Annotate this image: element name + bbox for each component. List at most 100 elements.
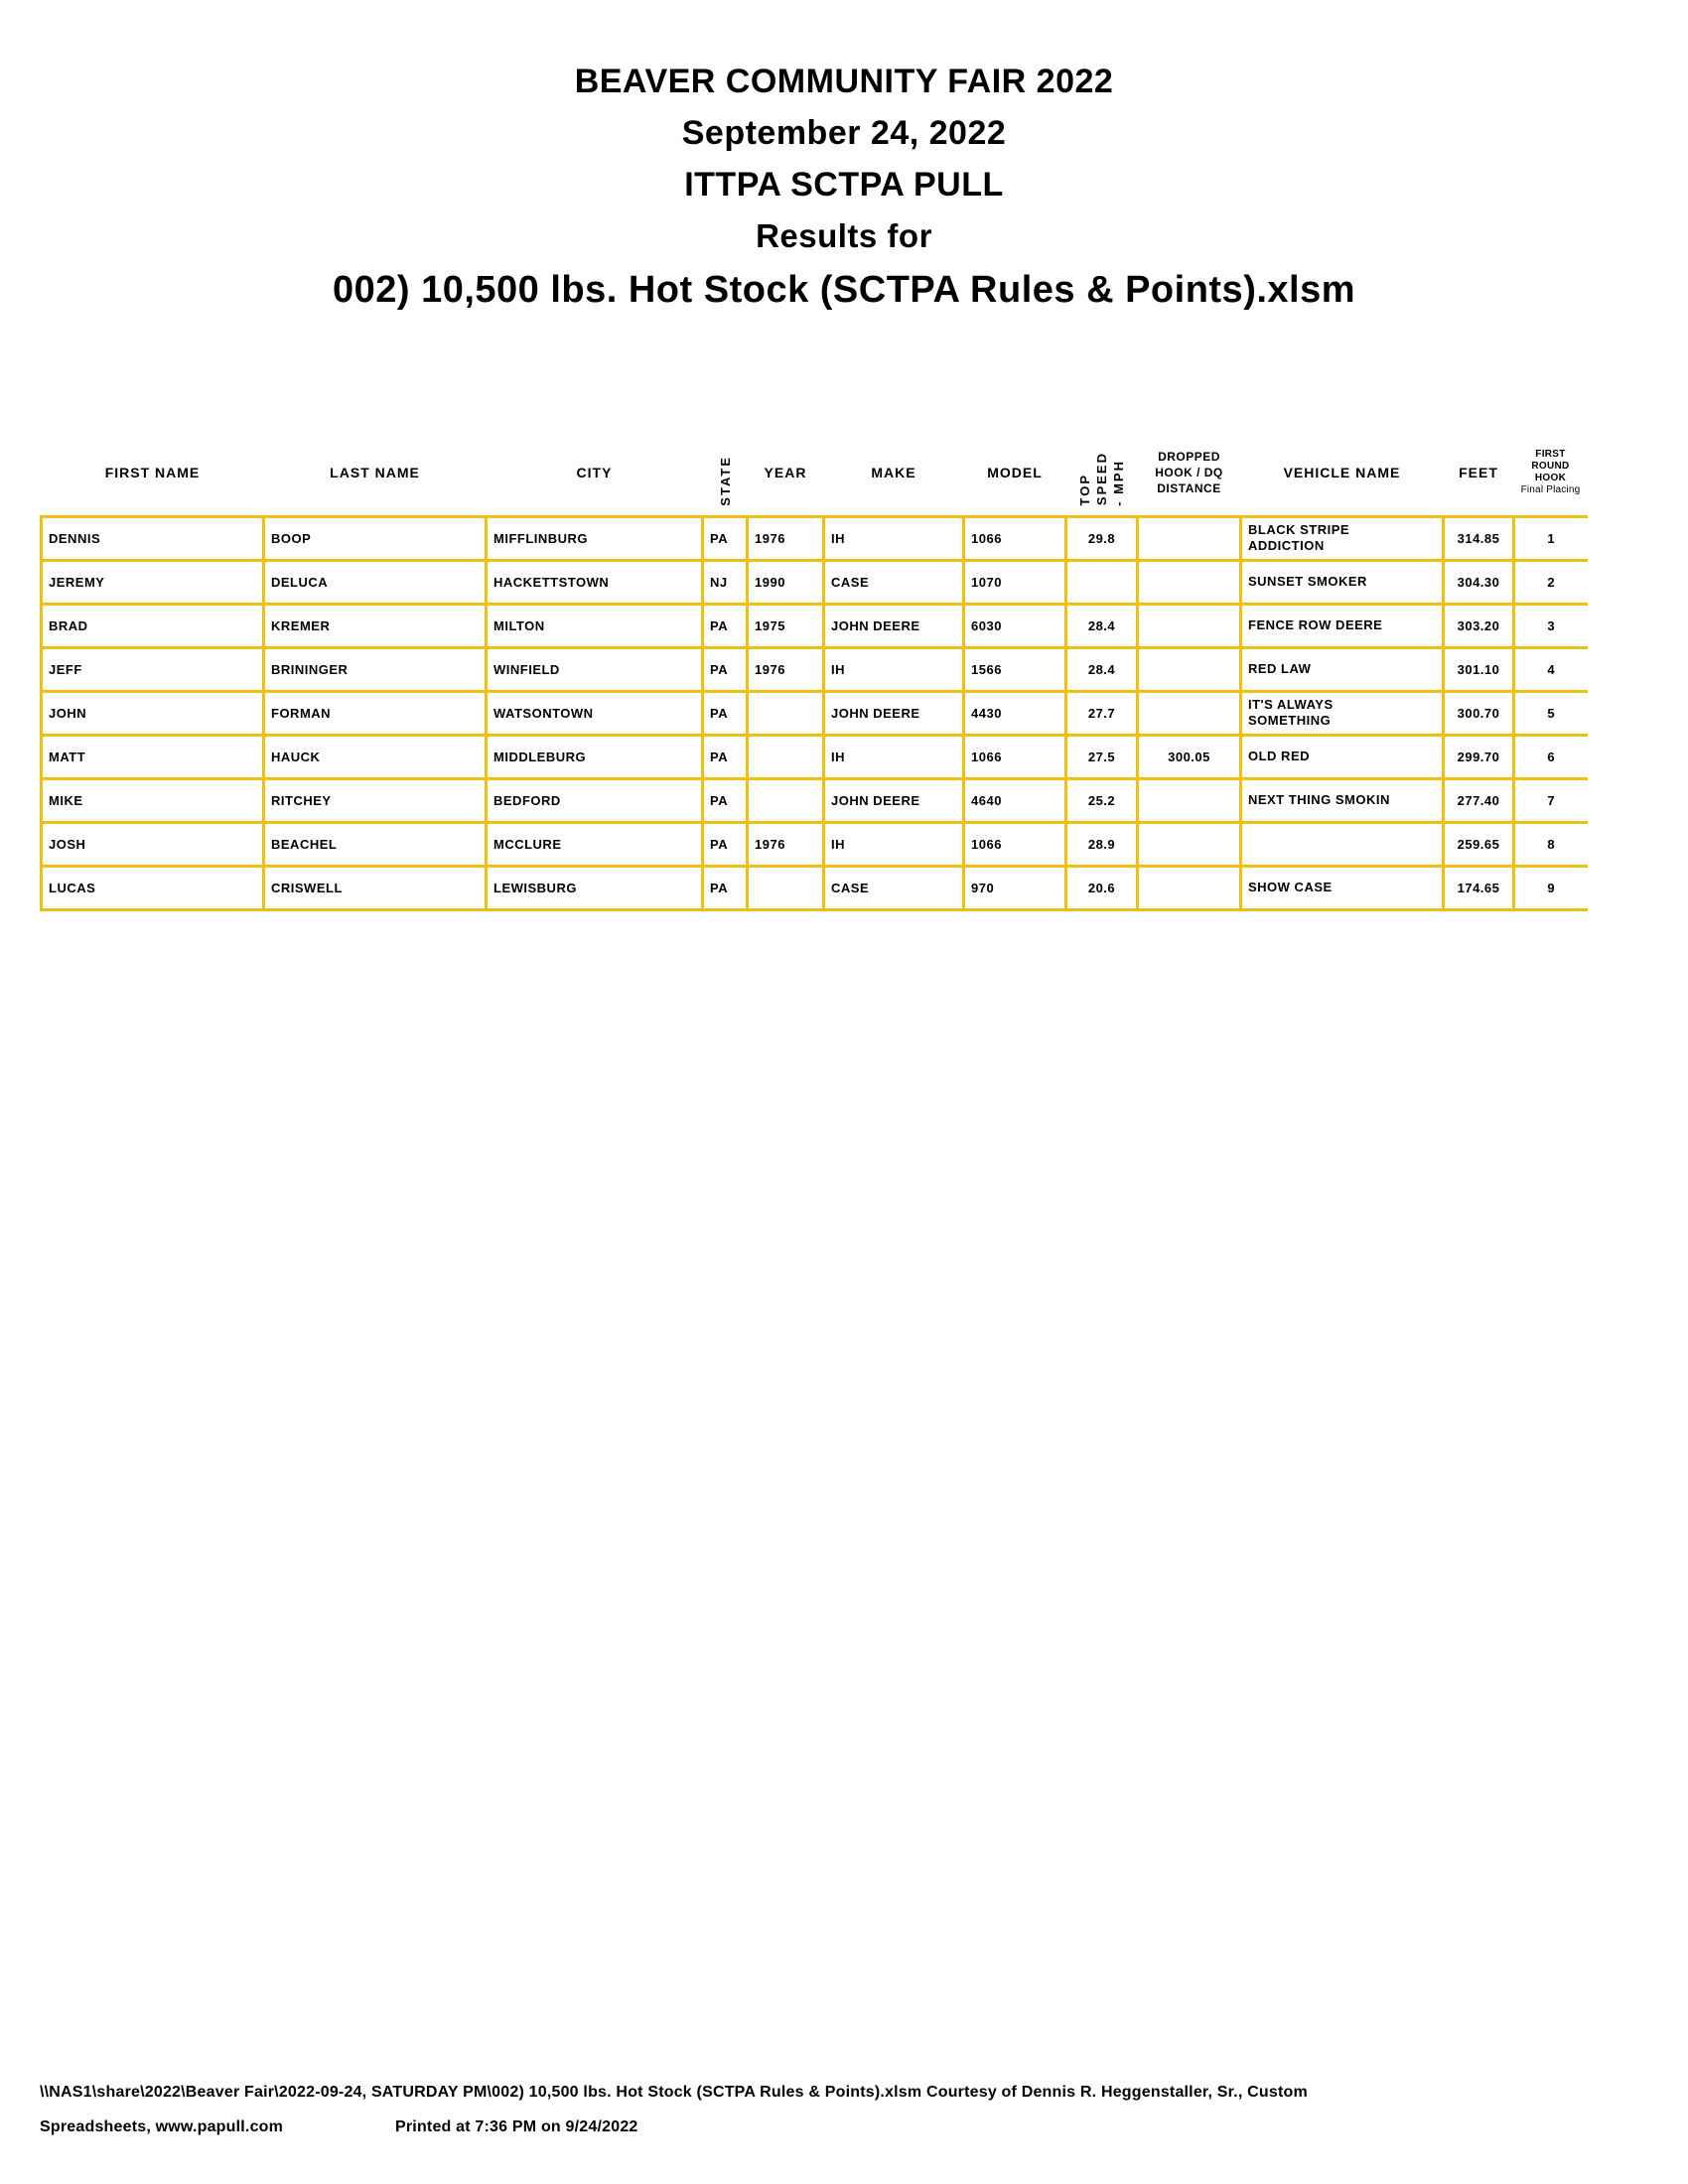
dropped-line-3: DISTANCE: [1157, 481, 1221, 496]
cell-dropped-hook: [1136, 560, 1241, 606]
header-row: FIRST NAME LAST NAME CITY STATE YEAR MAK…: [41, 431, 1588, 518]
fair-title: BEAVER COMMUNITY FAIR 2022: [574, 63, 1114, 100]
cell-top-speed: 25.2: [1064, 778, 1138, 824]
cell-state: PA: [701, 604, 748, 649]
col-header-make: MAKE: [823, 431, 964, 518]
cell-feet: 299.70: [1442, 735, 1514, 780]
cell-vehicle-name: FENCE ROW DEERE: [1239, 604, 1444, 649]
cell-placing: 7: [1512, 778, 1588, 824]
vehicle-name-text: FENCE ROW DEERE: [1248, 617, 1383, 633]
cell-first-name: JOSH: [40, 822, 264, 868]
cell-vehicle-name: SUNSET SMOKER: [1239, 560, 1444, 606]
cell-make: JOHN DEERE: [822, 691, 964, 737]
cell-dropped-hook: [1136, 866, 1241, 911]
cell-state: NJ: [701, 560, 748, 606]
col-header-last-name: LAST NAME: [263, 431, 487, 518]
cell-year: 1976: [746, 822, 824, 868]
vehicle-name-text: BLACK STRIPE ADDICTION: [1248, 522, 1350, 553]
cell-placing: 5: [1512, 691, 1588, 737]
table-row: JOSH BEACHEL MCCLURE PA 1976 IH 1066 28.…: [40, 822, 1588, 868]
cell-state: PA: [701, 866, 748, 911]
table-row: BRAD KREMER MILTON PA 1975 JOHN DEERE 60…: [40, 604, 1588, 649]
cell-state: PA: [701, 647, 748, 693]
cell-last-name: KREMER: [262, 604, 487, 649]
cell-first-name: MATT: [40, 735, 264, 780]
cell-first-name: DENNIS: [40, 516, 264, 562]
col-header-dropped-hook: DROPPED HOOK / DQ DISTANCE: [1137, 431, 1241, 518]
cell-feet: 174.65: [1442, 866, 1514, 911]
top-speed-word-2: SPEED: [1094, 452, 1109, 506]
vehicle-name-text: SHOW CASE: [1248, 880, 1333, 895]
cell-year: [746, 778, 824, 824]
cell-city: BEDFORD: [485, 778, 703, 824]
cell-last-name: FORMAN: [262, 691, 487, 737]
placing-line-2: HOOK: [1534, 473, 1567, 484]
cell-year: 1976: [746, 647, 824, 693]
cell-city: WINFIELD: [485, 647, 703, 693]
footer-file-path: \\NAS1\share\2022\Beaver Fair\2022-09-24…: [40, 2084, 1308, 2101]
cell-placing: 2: [1512, 560, 1588, 606]
cell-last-name: RITCHEY: [262, 778, 487, 824]
cell-make: CASE: [822, 866, 964, 911]
cell-dropped-hook: [1136, 822, 1241, 868]
dropped-line-2: HOOK / DQ: [1155, 466, 1223, 480]
cell-feet: 301.10: [1442, 647, 1514, 693]
cell-year: 1976: [746, 516, 824, 562]
cell-make: IH: [822, 516, 964, 562]
table-row: MIKE RITCHEY BEDFORD PA JOHN DEERE 4640 …: [40, 778, 1588, 824]
top-speed-word-3: - MPH: [1111, 459, 1126, 506]
cell-dropped-hook: [1136, 691, 1241, 737]
footer-second-line: Spreadsheets, www.papull.com Printed at …: [40, 2110, 1658, 2144]
cell-last-name: BOOP: [262, 516, 487, 562]
cell-state: PA: [701, 691, 748, 737]
col-header-feet: FEET: [1443, 431, 1514, 518]
cell-year: [746, 735, 824, 780]
cell-top-speed: 28.4: [1064, 647, 1138, 693]
cell-state: PA: [701, 735, 748, 780]
cell-placing: 8: [1512, 822, 1588, 868]
cell-feet: 304.30: [1442, 560, 1514, 606]
cell-city: WATSONTOWN: [485, 691, 703, 737]
cell-last-name: BEACHEL: [262, 822, 487, 868]
cell-state: PA: [701, 778, 748, 824]
state-vertical-label: STATE: [717, 455, 733, 506]
cell-last-name: HAUCK: [262, 735, 487, 780]
cell-year: [746, 866, 824, 911]
dropped-line-1: DROPPED: [1158, 450, 1220, 465]
cell-model: 4430: [962, 691, 1066, 737]
placing-line-3: Final Placing: [1520, 484, 1581, 496]
cell-vehicle-name: SHOW CASE: [1239, 866, 1444, 911]
cell-last-name: BRININGER: [262, 647, 487, 693]
footer-printed-timestamp: Printed at 7:36 PM on 9/24/2022: [395, 2118, 638, 2135]
cell-top-speed: 28.9: [1064, 822, 1138, 868]
table-row: MATT HAUCK MIDDLEBURG PA IH 1066 27.5 30…: [40, 735, 1588, 780]
table-row: LUCAS CRISWELL LEWISBURG PA CASE 970 20.…: [40, 866, 1588, 911]
cell-model: 1066: [962, 735, 1066, 780]
cell-top-speed: 28.4: [1064, 604, 1138, 649]
cell-make: IH: [822, 735, 964, 780]
col-header-model: MODEL: [963, 431, 1066, 518]
cell-feet: 277.40: [1442, 778, 1514, 824]
cell-model: 1066: [962, 822, 1066, 868]
cell-vehicle-name: OLD RED: [1239, 735, 1444, 780]
cell-year: 1975: [746, 604, 824, 649]
cell-dropped-hook: [1136, 647, 1241, 693]
cell-first-name: MIKE: [40, 778, 264, 824]
cell-dropped-hook: [1136, 778, 1241, 824]
col-header-year: YEAR: [747, 431, 824, 518]
cell-top-speed: 29.8: [1064, 516, 1138, 562]
cell-top-speed: 27.7: [1064, 691, 1138, 737]
cell-placing: 4: [1512, 647, 1588, 693]
cell-city: MILTON: [485, 604, 703, 649]
cell-make: IH: [822, 822, 964, 868]
vehicle-name-text: RED LAW: [1248, 661, 1312, 677]
cell-model: 1566: [962, 647, 1066, 693]
event-name: ITTPA SCTPA PULL: [684, 166, 1004, 204]
cell-city: HACKETTSTOWN: [485, 560, 703, 606]
vehicle-name-text: NEXT THING SMOKIN: [1248, 792, 1390, 808]
cell-last-name: CRISWELL: [262, 866, 487, 911]
cell-make: JOHN DEERE: [822, 604, 964, 649]
cell-city: MCCLURE: [485, 822, 703, 868]
cell-state: PA: [701, 822, 748, 868]
cell-model: 1070: [962, 560, 1066, 606]
